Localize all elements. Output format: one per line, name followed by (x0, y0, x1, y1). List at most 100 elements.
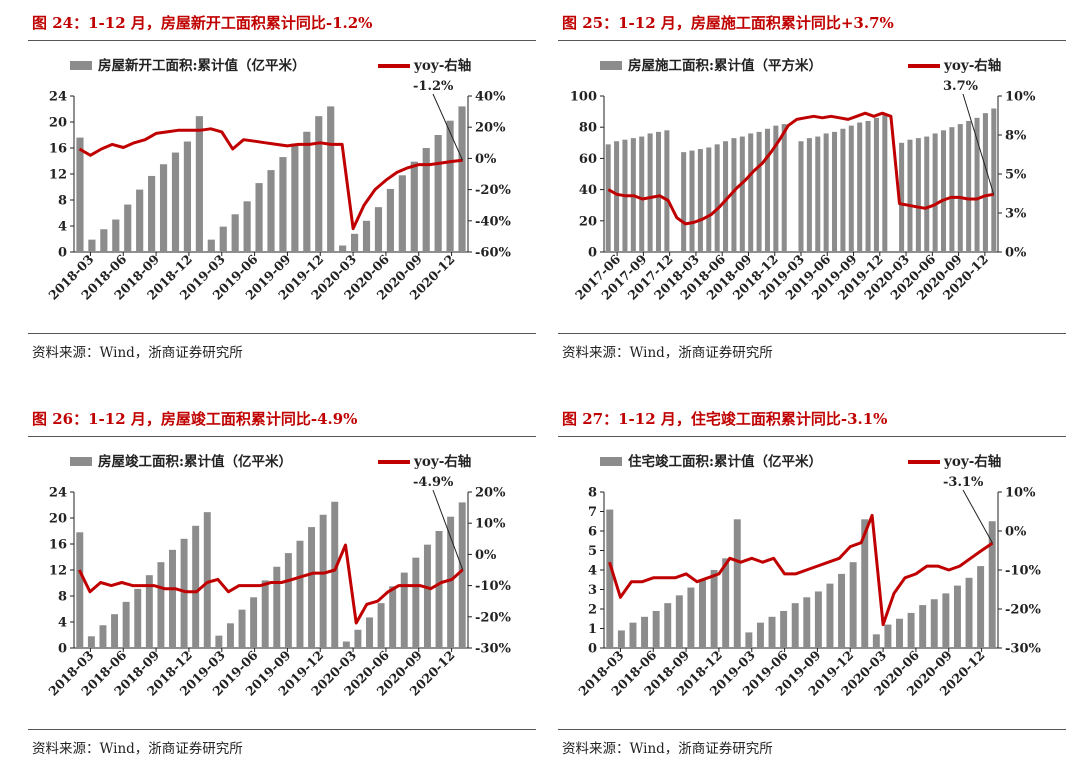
bar (183, 141, 192, 252)
title-rule (28, 436, 536, 437)
y-tick-label: 8 (58, 590, 67, 605)
bar (458, 106, 466, 253)
y-tick-label: 100 (570, 90, 597, 105)
bar (982, 113, 988, 252)
bar (192, 525, 200, 648)
legend-bar-swatch (70, 61, 92, 70)
bar (884, 624, 892, 648)
bar (350, 233, 359, 252)
bar (374, 207, 383, 252)
bar (907, 612, 915, 648)
bar (148, 175, 156, 252)
bar (687, 587, 695, 648)
y-tick-label: 5 (588, 544, 597, 559)
bar (641, 616, 649, 648)
y-tick-label: 0 (58, 642, 67, 657)
bar (339, 245, 347, 252)
title-rule (28, 40, 536, 41)
annotation-leader (962, 489, 993, 544)
bar (303, 131, 311, 252)
chart-title: 图 27：1-12 月，住宅竣工面积累计同比-3.1% (562, 410, 888, 428)
bar (261, 580, 269, 648)
bar (231, 214, 239, 252)
y2-tick-label: 40% (475, 90, 506, 105)
y-tick-label: 3 (588, 583, 597, 598)
y2-tick-label: -60% (475, 246, 511, 261)
source-note: 资料来源：Wind，浙商证券研究所 (32, 345, 243, 361)
bar (924, 136, 930, 252)
bar (815, 136, 821, 252)
bar (768, 616, 776, 648)
bar (366, 617, 373, 648)
bar (435, 531, 443, 648)
bar (171, 152, 180, 252)
annotation-label: -3.1% (943, 475, 984, 490)
y2-tick-label: -20% (475, 183, 511, 198)
y2-tick-label: 10% (1005, 90, 1036, 105)
annotation-leader (432, 489, 464, 570)
bar (279, 157, 287, 252)
bar (605, 144, 611, 252)
y-tick-label: 16 (49, 538, 67, 553)
y2-tick-label: 10% (475, 517, 506, 532)
chart-title: 图 26：1-12 月，房屋竣工面积累计同比-4.9% (32, 410, 358, 428)
bar (932, 133, 938, 252)
y-tick-label: 7 (588, 505, 597, 520)
bar (689, 150, 695, 252)
y2-tick-label: 3% (1005, 207, 1027, 222)
y2-tick-label: 0% (1005, 246, 1027, 261)
yoy-line (607, 111, 994, 226)
legend-bar-swatch (600, 457, 622, 466)
bar (639, 136, 645, 252)
bar (157, 562, 165, 648)
bar (354, 629, 362, 648)
bar (342, 641, 350, 648)
bar (377, 603, 385, 648)
bar (966, 120, 972, 253)
bar (606, 509, 614, 648)
source-note: 资料来源：Wind，浙商证券研究所 (562, 345, 773, 361)
y-tick-label: 16 (49, 142, 67, 157)
y2-tick-label: -20% (1005, 603, 1041, 618)
bar (238, 609, 246, 648)
bar (714, 144, 720, 252)
y2-tick-label: 5% (1005, 168, 1027, 183)
source-note: 资料来源：Wind，浙商证券研究所 (562, 741, 773, 757)
bar (315, 116, 323, 253)
legend-line-label: yoy-右轴 (413, 57, 471, 74)
legend-bar-label: 房屋新开工面积:累计值（亿平米） (98, 57, 305, 74)
bar (655, 131, 662, 252)
bar (76, 137, 84, 252)
bar (410, 161, 418, 252)
bar (991, 108, 997, 252)
bar (731, 138, 737, 252)
chart-title: 图 24：1-12 月，房屋新开工面积累计同比-1.2% (32, 14, 373, 32)
bar (722, 558, 730, 648)
legend-bar-label: 房屋竣工面积:累计值（亿平米） (98, 453, 292, 470)
bar (764, 128, 770, 252)
y2-tick-label: -30% (1005, 642, 1041, 657)
bar (756, 622, 764, 648)
bar (681, 152, 687, 252)
y2-tick-label: 20% (475, 121, 506, 136)
y2-tick-label: -40% (475, 214, 511, 229)
bar (664, 603, 672, 648)
bar (974, 117, 980, 252)
bar (919, 605, 927, 648)
bar (145, 575, 153, 648)
bar (699, 579, 706, 648)
bar (756, 131, 762, 252)
y-tick-label: 24 (49, 486, 67, 501)
y2-tick-label: -10% (475, 579, 511, 594)
bar (798, 141, 804, 252)
y-tick-label: 0 (588, 642, 597, 657)
bar (697, 149, 703, 252)
y-tick-label: 6 (588, 525, 597, 540)
bar (100, 229, 108, 252)
bar (434, 135, 442, 252)
y-tick-label: 80 (579, 121, 597, 136)
yoy-line (608, 513, 994, 627)
bar (386, 188, 394, 252)
bar (664, 130, 670, 252)
bar (826, 583, 834, 648)
